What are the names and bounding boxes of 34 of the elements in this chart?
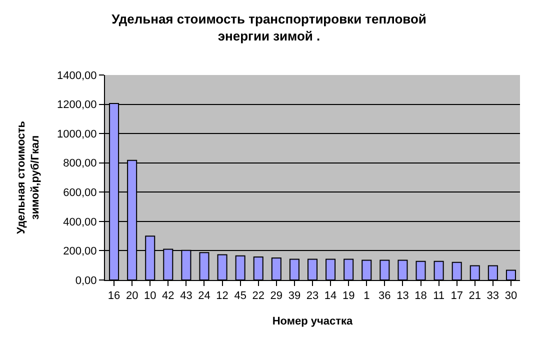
y-tick-label: 200,00 [63,246,97,258]
x-tick-label: 1 [364,290,370,302]
x-tick-label: 23 [306,290,319,302]
x-tick-label: 36 [378,290,391,302]
chart-title: Удельная стоимость транспортировки тепловой энергии зимой . [112,12,426,44]
y-tick-label: 800,00 [63,158,97,170]
y-tick-label: 600,00 [63,186,97,199]
y-tick-label: 0,00 [75,274,97,287]
x-tick-label: 29 [270,290,283,302]
y-tick-label: 1000,00 [57,128,97,140]
x-tick-label: 33 [486,290,500,302]
y-tick-label: 1400,00 [57,70,97,82]
x-tick-label: 14 [324,290,337,302]
x-tick-label: 24 [198,290,210,302]
x-tick-label: 43 [180,290,192,302]
x-tick-label: 45 [234,290,246,302]
x-tick-label: 21 [468,290,482,302]
x-tick-label: 13 [396,290,409,302]
y-axis-title: Удельная стоимость зимой,руб/Гкал [15,120,42,234]
x-tick-label: 11 [433,290,445,302]
x-tick-label: 19 [342,290,355,302]
y-tick-label: 400,00 [63,216,97,228]
x-tick-label: 42 [162,290,174,302]
x-tick-label: 22 [252,290,264,302]
y-tick-label: 1200,00 [57,99,97,112]
x-tick-label: 12 [216,290,228,302]
x-tick-label: 20 [126,290,138,302]
x-tick-label: 39 [288,290,301,302]
x-tick-label: 16 [108,290,120,302]
x-tick-label: 30 [504,290,518,302]
x-tick-label: 18 [414,290,427,302]
x-tick-label: 17 [450,290,463,302]
x-axis-title: Номер участка [272,315,354,328]
x-tick-label: 10 [144,290,156,302]
